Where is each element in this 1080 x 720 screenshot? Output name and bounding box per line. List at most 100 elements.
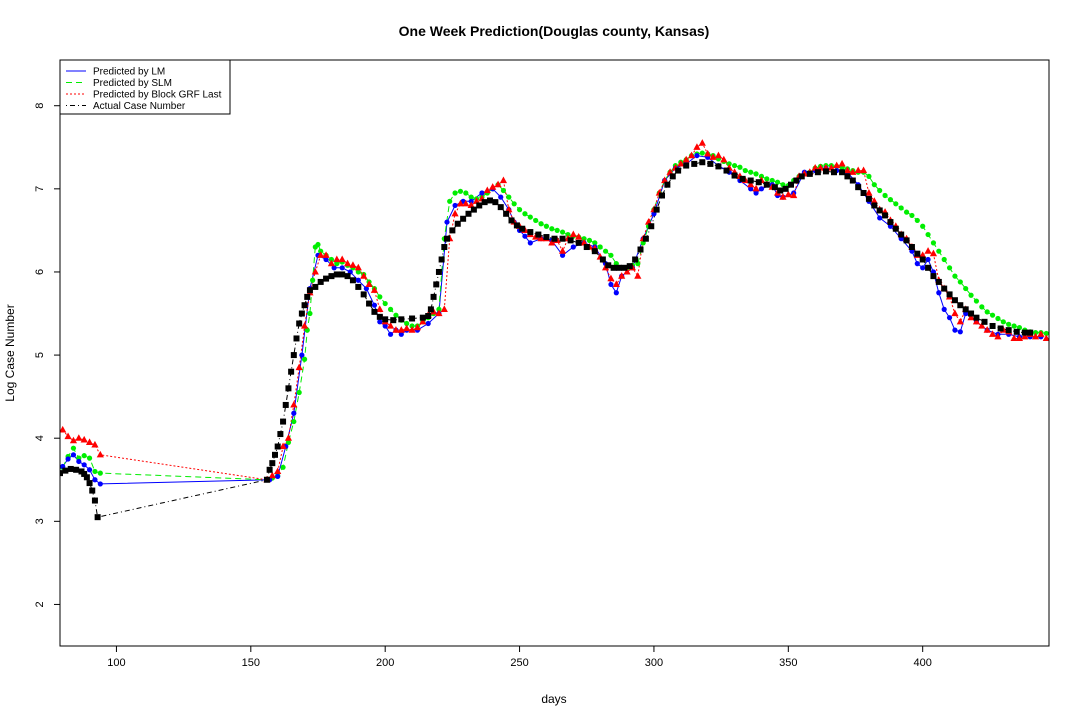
point-lm [452, 202, 458, 209]
point-slm [334, 261, 340, 267]
point-actual [871, 202, 878, 209]
point-lm [92, 477, 98, 483]
point-grf [978, 321, 986, 329]
point-actual [903, 237, 910, 244]
point-actual [497, 204, 504, 211]
point-slm [452, 190, 458, 196]
point-actual [543, 234, 550, 241]
legend-label: Predicted by SLM [93, 78, 172, 89]
point-lm [498, 194, 504, 200]
point-slm [393, 312, 399, 318]
point-lm [299, 352, 305, 358]
point-grf [558, 247, 567, 254]
point-actual [777, 187, 784, 194]
point-actual [699, 159, 706, 166]
point-slm [936, 248, 942, 254]
x-tick-label: 400 [914, 657, 932, 669]
legend-label: Predicted by LM [93, 67, 165, 78]
point-actual [73, 466, 80, 473]
point-actual [583, 244, 590, 251]
point-actual [632, 256, 639, 263]
point-grf [440, 305, 448, 312]
x-tick-label: 150 [242, 657, 260, 669]
point-slm [984, 309, 990, 315]
point-actual [83, 474, 90, 481]
point-slm [726, 161, 732, 167]
point-grf [462, 199, 470, 207]
point-slm [457, 188, 464, 194]
point-slm [774, 179, 781, 185]
point-actual [865, 195, 872, 202]
point-lm [355, 277, 361, 283]
point-actual [610, 264, 617, 271]
point-lm [952, 327, 958, 333]
point-grf [838, 159, 846, 167]
point-slm [382, 300, 388, 307]
point-actual [806, 170, 813, 177]
point-actual [946, 291, 953, 298]
point-grf [489, 183, 497, 190]
point-lm [957, 329, 963, 335]
point-actual [425, 313, 432, 320]
point-grf [370, 286, 379, 293]
point-actual [460, 215, 467, 222]
point-actual [914, 250, 921, 257]
point-grf [467, 201, 475, 209]
point-actual [860, 189, 867, 196]
point-grf [295, 363, 303, 371]
point-grf [349, 261, 357, 268]
point-grf [951, 309, 959, 317]
point-actual [454, 220, 461, 227]
point-actual [659, 192, 665, 199]
point-grf [924, 247, 932, 254]
point-slm [930, 240, 937, 246]
point-lm [694, 152, 700, 159]
point-grf [967, 313, 975, 321]
point-lm [70, 452, 77, 458]
point-grf [505, 205, 513, 213]
point-actual [272, 451, 278, 458]
point-grf [290, 400, 298, 408]
point-actual [626, 263, 633, 270]
point-grf [779, 193, 787, 200]
point-grf [392, 326, 400, 333]
y-tick-label: 7 [34, 186, 46, 192]
point-slm [1043, 330, 1049, 337]
point-slm [86, 455, 93, 461]
point-grf [284, 434, 293, 441]
point-actual [653, 206, 660, 213]
point-grf [1042, 334, 1049, 342]
point-grf [537, 234, 545, 242]
point-grf [612, 280, 620, 288]
point-grf [403, 324, 411, 332]
point-slm [592, 240, 598, 246]
axes: 100 150 200 250 300 350 400 2 3 4 5 6 7 8 [34, 103, 932, 669]
point-grf [623, 267, 631, 275]
point-actual [333, 271, 340, 278]
point-lm [65, 456, 71, 462]
series-group [60, 139, 1049, 521]
point-actual [470, 206, 477, 213]
point-actual [339, 271, 346, 278]
point-actual [419, 314, 426, 321]
point-grf [64, 432, 72, 440]
point-slm [920, 223, 926, 229]
point-actual [664, 181, 671, 188]
point-actual [731, 172, 738, 179]
point-slm [318, 248, 324, 254]
point-slm [301, 356, 308, 362]
point-grf [338, 255, 346, 263]
point-actual [371, 308, 378, 315]
point-lm [323, 256, 329, 263]
point-grf [682, 155, 690, 163]
x-axis-label: days [541, 692, 566, 706]
point-grf [1015, 334, 1024, 342]
point-slm [963, 285, 969, 292]
point-actual [476, 202, 483, 209]
point-grf [983, 326, 991, 333]
point-actual [282, 401, 289, 408]
point-actual [831, 169, 837, 176]
point-slm [527, 214, 533, 220]
point-grf [661, 176, 669, 184]
legend-label: Actual Case Number [93, 101, 186, 112]
